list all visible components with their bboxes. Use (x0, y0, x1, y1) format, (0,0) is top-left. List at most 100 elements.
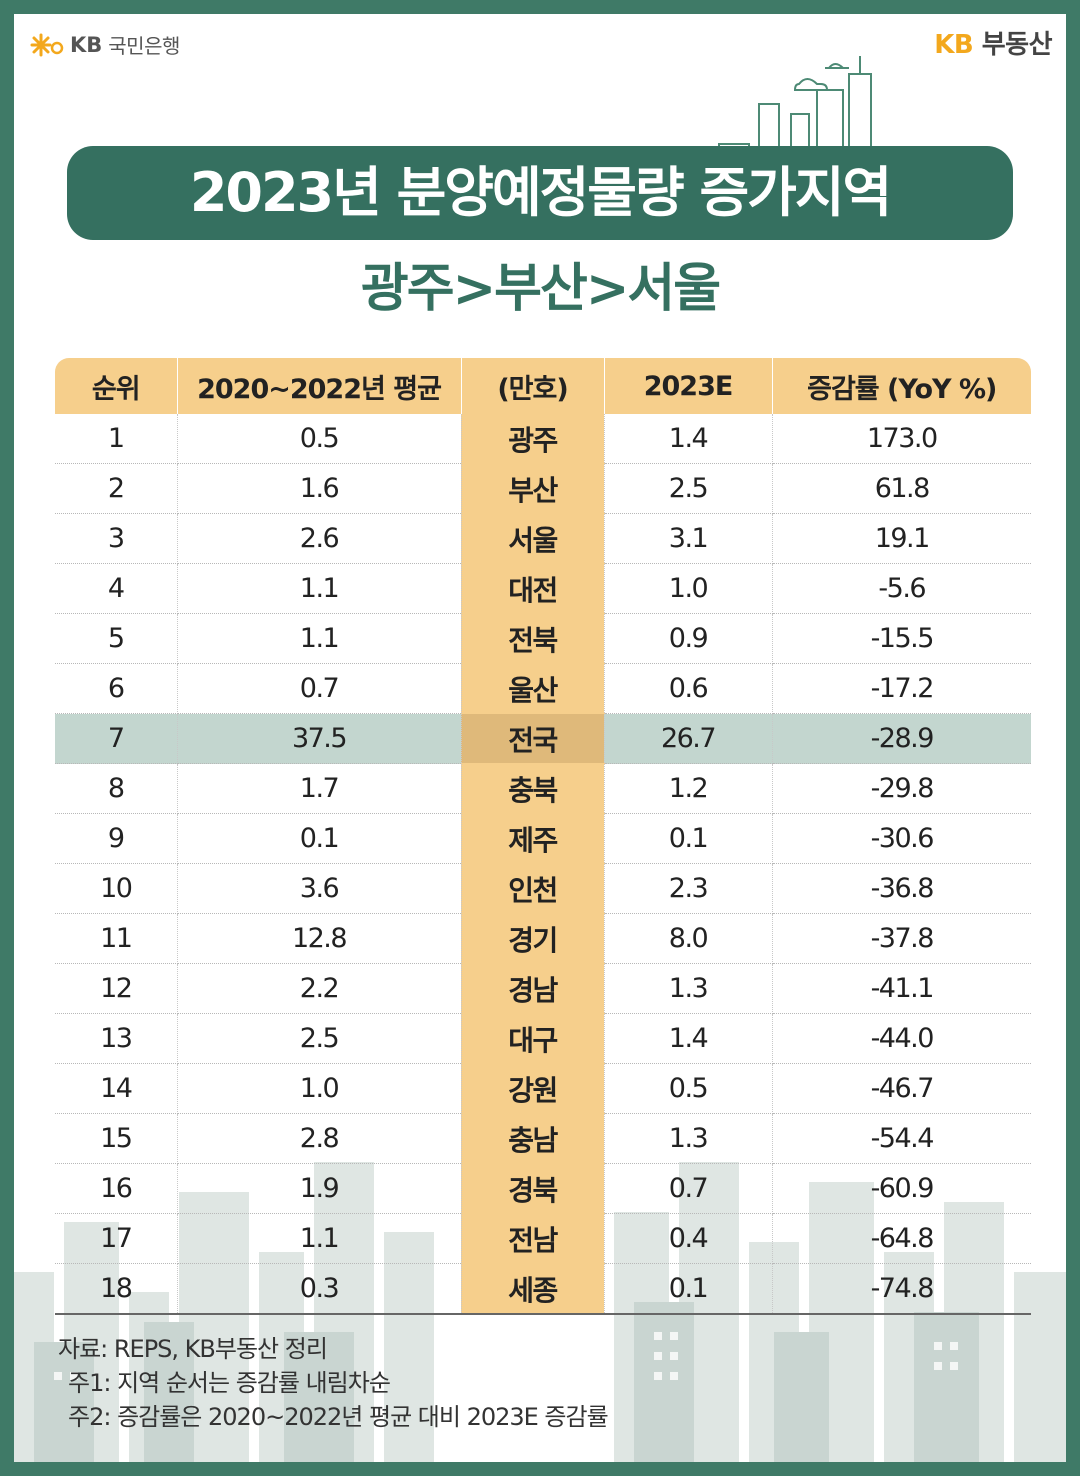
cell-2023e: 26.7 (604, 713, 773, 764)
cell-yoy: -60.9 (772, 1163, 1031, 1214)
cell-avg: 0.1 (177, 813, 462, 864)
cell-region: 전국 (461, 713, 605, 764)
header-avg: 2020~2022년 평균 (177, 358, 462, 414)
kb-bank-logo-name: 국민은행 (108, 34, 180, 58)
cell-2023e: 2.5 (604, 463, 773, 514)
cell-avg: 2.6 (177, 513, 462, 564)
cell-rank: 14 (55, 1063, 178, 1114)
cell-avg: 12.8 (177, 913, 462, 964)
cell-rank: 9 (55, 813, 178, 864)
table-row: 6 0.7 울산 0.6 -17.2 (55, 663, 1031, 714)
table-row: 3 2.6 서울 3.1 19.1 (55, 513, 1031, 564)
cell-avg: 37.5 (177, 713, 462, 764)
supply-table: 순위 2020~2022년 평균 (만호) 2023E 증감률 (YoY %) … (55, 358, 1031, 1315)
table-row: 17 1.1 전남 0.4 -64.8 (55, 1213, 1031, 1264)
header-yoy: 증감률 (YoY %) (772, 358, 1031, 414)
cell-region: 강원 (461, 1063, 605, 1114)
note-2: 주2: 증감률은 2020~2022년 평균 대비 2023E 증감률 (68, 1403, 609, 1431)
cell-2023e: 8.0 (604, 913, 773, 964)
cell-region: 대전 (461, 563, 605, 614)
header-rank: 순위 (55, 358, 178, 414)
table-row: 2 1.6 부산 2.5 61.8 (55, 463, 1031, 514)
cell-region: 제주 (461, 813, 605, 864)
kb-realestate-logo: KB 부동산 (934, 24, 1052, 61)
page-title: 2023년 분양예정물량 증가지역 (67, 146, 1013, 240)
cell-yoy: -17.2 (772, 663, 1031, 714)
table-header-row: 순위 2020~2022년 평균 (만호) 2023E 증감률 (YoY %) (55, 358, 1031, 414)
header-2023e: 2023E (604, 358, 773, 414)
cell-region: 경기 (461, 913, 605, 964)
cell-yoy: -41.1 (772, 963, 1031, 1014)
cell-avg: 1.0 (177, 1063, 462, 1114)
cell-region: 경남 (461, 963, 605, 1014)
cell-2023e: 1.4 (604, 1013, 773, 1064)
cell-region: 인천 (461, 863, 605, 914)
cell-avg: 0.3 (177, 1263, 462, 1315)
table-row: 13 2.5 대구 1.4 -44.0 (55, 1013, 1031, 1064)
cell-yoy: -30.6 (772, 813, 1031, 864)
kb-realestate-logo-name: 부동산 (981, 30, 1053, 60)
cell-rank: 11 (55, 913, 178, 964)
cell-avg: 2.2 (177, 963, 462, 1014)
cell-rank: 18 (55, 1263, 178, 1315)
cell-avg: 0.7 (177, 663, 462, 714)
table-row: 1 0.5 광주 1.4 173.0 (55, 414, 1031, 464)
cell-avg: 0.5 (177, 414, 462, 464)
cell-2023e: 1.0 (604, 563, 773, 614)
cell-2023e: 3.1 (604, 513, 773, 564)
cell-region: 충남 (461, 1113, 605, 1164)
cell-yoy: 173.0 (772, 414, 1031, 464)
infographic-card: KB 국민은행 KB 부동산 2023년 분양예정물량 증가지역 광주>부산>서… (14, 14, 1066, 1462)
cell-rank: 4 (55, 563, 178, 614)
cell-2023e: 1.2 (604, 763, 773, 814)
cell-rank: 17 (55, 1213, 178, 1264)
header-unit: (만호) (461, 358, 605, 414)
cell-yoy: -46.7 (772, 1063, 1031, 1114)
cell-yoy: -28.9 (772, 713, 1031, 764)
cell-yoy: -15.5 (772, 613, 1031, 664)
cell-avg: 1.7 (177, 763, 462, 814)
cell-region: 서울 (461, 513, 605, 564)
table-row: 14 1.0 강원 0.5 -46.7 (55, 1063, 1031, 1114)
table-row: 15 2.8 충남 1.3 -54.4 (55, 1113, 1031, 1164)
cell-region: 부산 (461, 463, 605, 514)
cell-avg: 2.8 (177, 1113, 462, 1164)
cell-yoy: -44.0 (772, 1013, 1031, 1064)
cell-2023e: 0.6 (604, 663, 773, 714)
cell-2023e: 2.3 (604, 863, 773, 914)
page-subtitle: 광주>부산>서울 (360, 259, 721, 319)
kb-star-icon (30, 33, 64, 56)
note-1: 주1: 지역 순서는 증감률 내림차순 (68, 1369, 391, 1397)
cell-rank: 8 (55, 763, 178, 814)
cell-2023e: 0.4 (604, 1213, 773, 1264)
cell-region: 광주 (461, 414, 605, 464)
cell-region: 대구 (461, 1013, 605, 1064)
kb-realestate-logo-kb: KB (934, 30, 974, 60)
cell-rank: 12 (55, 963, 178, 1014)
table-row: 16 1.9 경북 0.7 -60.9 (55, 1163, 1031, 1214)
cell-region: 세종 (461, 1263, 605, 1315)
cell-2023e: 1.3 (604, 963, 773, 1014)
cell-2023e: 0.7 (604, 1163, 773, 1214)
cell-2023e: 1.4 (604, 414, 773, 464)
cell-yoy: -5.6 (772, 563, 1031, 614)
table-row: 4 1.1 대전 1.0 -5.6 (55, 563, 1031, 614)
cell-region: 경북 (461, 1163, 605, 1214)
cell-avg: 1.1 (177, 1213, 462, 1264)
table-row: 18 0.3 세종 0.1 -74.8 (55, 1263, 1031, 1315)
cell-avg: 1.1 (177, 563, 462, 614)
cell-yoy: -36.8 (772, 863, 1031, 914)
cell-yoy: 19.1 (772, 513, 1031, 564)
cell-rank: 3 (55, 513, 178, 564)
cell-yoy: 61.8 (772, 463, 1031, 514)
table-row: 9 0.1 제주 0.1 -30.6 (55, 813, 1031, 864)
table-row: 8 1.7 충북 1.2 -29.8 (55, 763, 1031, 814)
source-note: 자료: REPS, KB부동산 정리 (58, 1335, 328, 1363)
cell-2023e: 0.9 (604, 613, 773, 664)
kb-bank-logo: KB 국민은행 (30, 30, 180, 59)
table-row: 12 2.2 경남 1.3 -41.1 (55, 963, 1031, 1014)
cell-avg: 3.6 (177, 863, 462, 914)
cell-yoy: -74.8 (772, 1263, 1031, 1315)
cell-rank: 7 (55, 713, 178, 764)
cell-yoy: -54.4 (772, 1113, 1031, 1164)
